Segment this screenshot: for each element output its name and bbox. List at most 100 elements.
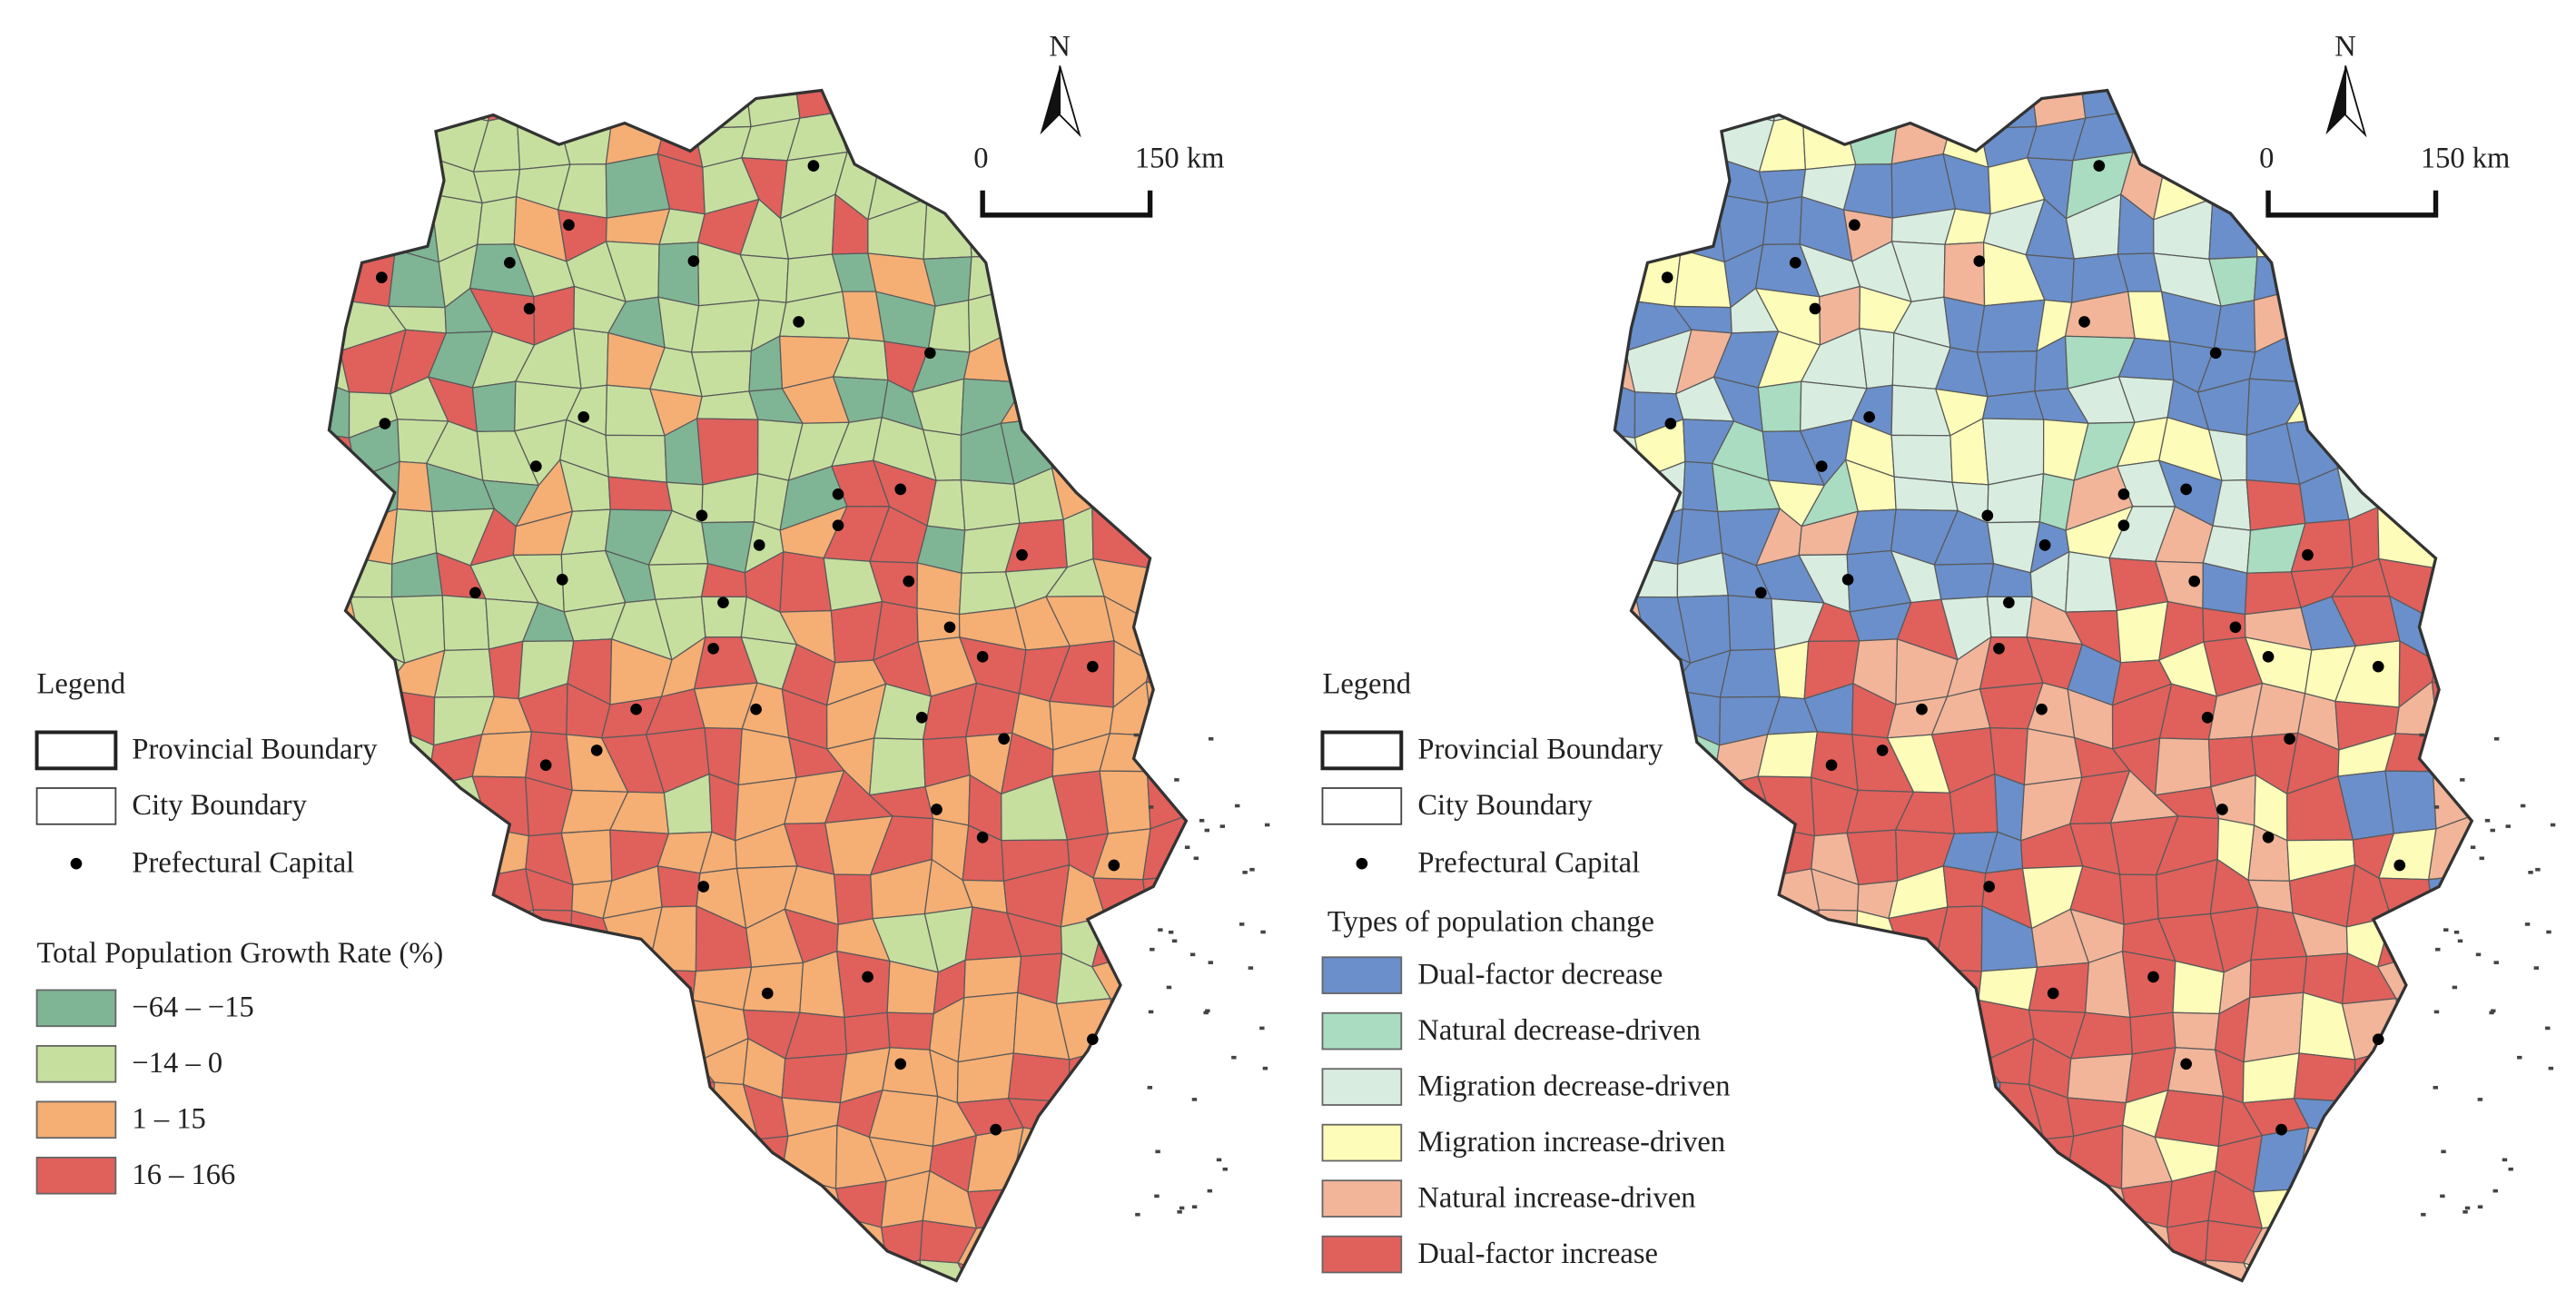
city-region <box>2465 646 2472 704</box>
city-region <box>1614 299 1627 352</box>
city-region <box>2430 1216 2472 1281</box>
city-region <box>1178 554 1187 617</box>
capital-dot <box>976 651 989 663</box>
city-region <box>2200 104 2259 160</box>
city-region <box>534 1189 569 1240</box>
city-region <box>1146 1080 1183 1148</box>
city-region <box>343 1130 398 1178</box>
city-region <box>2480 70 2521 122</box>
island <box>2535 867 2541 872</box>
island <box>2528 871 2533 874</box>
city-region <box>1177 1104 1187 1142</box>
capital-dot <box>2393 859 2406 872</box>
island <box>1259 1026 1265 1031</box>
city-region <box>692 1214 746 1278</box>
capital-dot <box>753 539 765 551</box>
capital-dot <box>1815 460 1828 472</box>
city-region <box>2467 193 2472 265</box>
city-region <box>882 1047 939 1098</box>
city-region <box>2432 903 2472 972</box>
city-region <box>696 1192 750 1222</box>
city-region <box>2374 372 2446 439</box>
city-region <box>1061 1134 1111 1189</box>
city-region <box>1614 775 1642 822</box>
capital-dot <box>923 347 936 360</box>
city-region <box>618 1170 666 1239</box>
capital-dot <box>687 255 700 267</box>
city-region <box>967 1127 1024 1193</box>
map-panel: N 0 150 km Legend Provincial Boundary City Bo… <box>35 31 1270 1283</box>
city-region <box>2295 239 2334 299</box>
city-region <box>1050 1228 1100 1281</box>
island <box>2433 805 2440 809</box>
city-region <box>1192 726 1241 794</box>
capital-dot <box>832 519 844 531</box>
city-region <box>1139 305 1187 350</box>
city-region <box>2333 202 2401 242</box>
city-region <box>1052 163 1114 216</box>
city-region <box>2423 330 2472 392</box>
capital-dot <box>2078 316 2090 328</box>
city-region <box>2330 237 2400 304</box>
city-region <box>2338 114 2400 174</box>
island <box>2433 1010 2440 1014</box>
legend-dot <box>70 857 83 870</box>
island <box>1189 952 1196 957</box>
city-region <box>1943 242 1986 307</box>
capital-dot <box>943 621 956 634</box>
city-region <box>329 775 356 822</box>
city-region <box>2382 237 2433 307</box>
city-region <box>1684 106 1726 173</box>
city-region <box>565 1172 627 1228</box>
city-region <box>513 1050 574 1106</box>
city-region <box>1142 383 1187 441</box>
island <box>2524 922 2531 926</box>
city-region <box>1723 1267 1773 1281</box>
scale-label: 0 <box>2259 143 2274 175</box>
island <box>2550 823 2556 827</box>
city-region <box>2485 296 2520 349</box>
regions <box>329 90 1241 1281</box>
city-region <box>1634 557 1679 598</box>
city-region <box>2428 383 2472 441</box>
island <box>1205 1009 1210 1013</box>
city-region <box>471 380 517 432</box>
island <box>1184 845 1190 850</box>
city-region <box>2462 1041 2472 1107</box>
city-region <box>1798 1050 1860 1106</box>
city-region <box>1860 1275 1902 1281</box>
city-region <box>653 999 698 1062</box>
capital-dot <box>1983 881 1995 893</box>
city-region <box>2028 962 2090 1013</box>
city-region <box>387 157 433 212</box>
capital-dot <box>696 509 708 522</box>
city-region <box>1723 1046 1770 1086</box>
city-region <box>2423 593 2472 663</box>
city-region <box>1757 775 1815 837</box>
island <box>1171 939 1178 943</box>
capital-dot <box>915 711 928 724</box>
city-region <box>1179 390 1187 441</box>
city-region <box>742 1260 806 1281</box>
city-region <box>329 1042 361 1108</box>
city-region <box>1199 296 1234 349</box>
scale-bar <box>980 190 1153 218</box>
class-swatch <box>1321 956 1403 994</box>
city-region <box>1933 563 1995 600</box>
provincial-boundary <box>1613 88 2474 1283</box>
island <box>2493 961 2499 964</box>
city-region <box>1043 296 1117 342</box>
city-region <box>340 106 405 172</box>
city-region <box>1012 285 1068 342</box>
city-region <box>1670 1267 1735 1281</box>
city-region <box>513 1143 577 1194</box>
city-region <box>1807 1275 1870 1281</box>
island <box>1248 966 1254 970</box>
capital-dot <box>2036 703 2048 715</box>
city-region <box>1768 909 1821 969</box>
city-region <box>575 1275 617 1281</box>
city-region <box>1009 239 1049 299</box>
capital-dot <box>2038 539 2051 551</box>
legend-swatch <box>35 730 118 771</box>
city-region <box>1754 1231 1822 1280</box>
